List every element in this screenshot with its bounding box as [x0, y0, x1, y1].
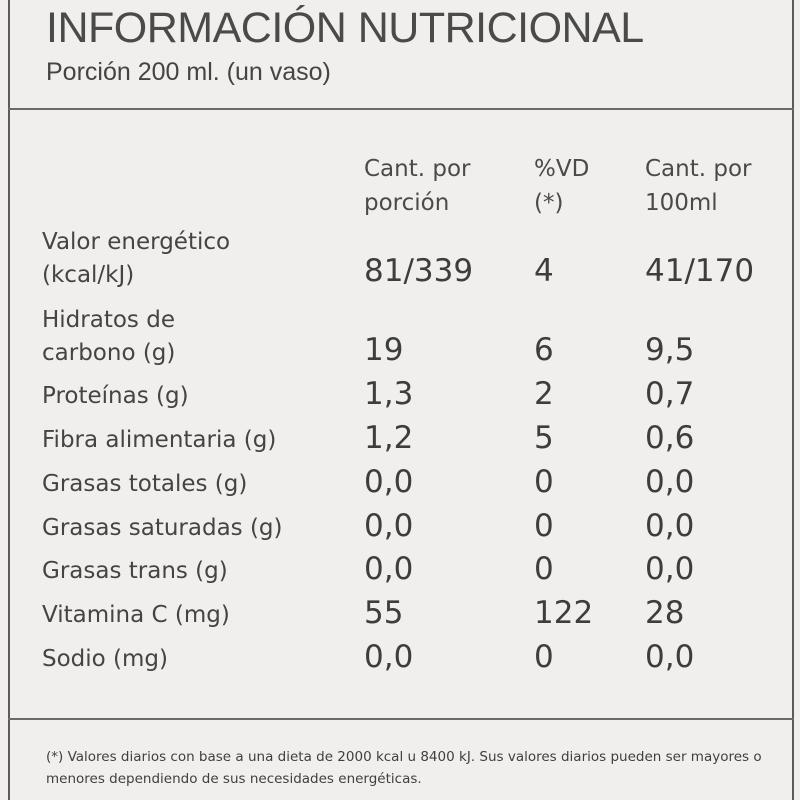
row-vitamin-c-label: Vitamina C (mg) [42, 602, 230, 628]
row-sodium-portion: 0,0 [364, 639, 414, 675]
row-protein-portion: 1,3 [364, 376, 414, 412]
page-title: INFORMACIÓN NUTRICIONAL [46, 4, 644, 52]
row-sat-fat-vd: 0 [534, 508, 554, 544]
row-sat-fat-per100: 0,0 [645, 508, 695, 544]
label-frame [8, 0, 794, 800]
row-trans-fat-per100: 0,0 [645, 551, 695, 587]
row-fiber-label: Fibra alimentaria (g) [42, 427, 277, 453]
row-carbs-label-line1: Hidratos de [42, 307, 175, 333]
header-portion-line1: Cant. por [364, 156, 471, 182]
row-sodium-per100: 0,0 [645, 639, 695, 675]
row-sodium-vd: 0 [534, 639, 554, 675]
header-vd-line2: (*) [534, 190, 564, 216]
row-energy-label-line2: (kcal/kJ) [42, 262, 135, 288]
header-per100-line2: 100ml [645, 190, 718, 216]
header-portion-line2: porción [364, 190, 450, 216]
row-energy-vd: 4 [534, 253, 554, 289]
row-total-fat-portion: 0,0 [364, 464, 414, 500]
row-carbs-per100: 9,5 [645, 332, 695, 368]
row-trans-fat-label: Grasas trans (g) [42, 558, 228, 584]
row-total-fat-per100: 0,0 [645, 464, 695, 500]
row-carbs-vd: 6 [534, 332, 554, 368]
row-trans-fat-portion: 0,0 [364, 551, 414, 587]
serving-size: Porción 200 ml. (un vaso) [46, 58, 331, 86]
row-fiber-vd: 5 [534, 420, 554, 456]
row-carbs-label-line2: carbono (g) [42, 340, 176, 366]
row-total-fat-label: Grasas totales (g) [42, 471, 248, 497]
row-energy-label-line1: Valor energético [42, 229, 231, 255]
row-energy-per100: 41/170 [645, 253, 755, 289]
row-total-fat-vd: 0 [534, 464, 554, 500]
row-protein-vd: 2 [534, 376, 554, 412]
row-carbs-portion: 19 [364, 332, 404, 368]
row-vitamin-c-portion: 55 [364, 595, 404, 631]
row-trans-fat-vd: 0 [534, 551, 554, 587]
row-sat-fat-label: Grasas saturadas (g) [42, 515, 283, 541]
row-energy-portion: 81/339 [364, 253, 474, 289]
row-protein-per100: 0,7 [645, 376, 695, 412]
row-vitamin-c-vd: 122 [534, 595, 594, 631]
divider-top [8, 108, 794, 110]
header-per100-line1: Cant. por [645, 156, 752, 182]
header-vd-line1: %VD [534, 156, 590, 182]
row-fiber-portion: 1,2 [364, 420, 414, 456]
row-vitamin-c-per100: 28 [645, 595, 685, 631]
divider-bottom [8, 718, 794, 720]
row-sodium-label: Sodio (mg) [42, 646, 168, 672]
row-sat-fat-portion: 0,0 [364, 508, 414, 544]
row-protein-label: Proteínas (g) [42, 383, 189, 409]
footnote: (*) Valores diarios con base a una dieta… [46, 749, 762, 787]
row-fiber-per100: 0,6 [645, 420, 695, 456]
